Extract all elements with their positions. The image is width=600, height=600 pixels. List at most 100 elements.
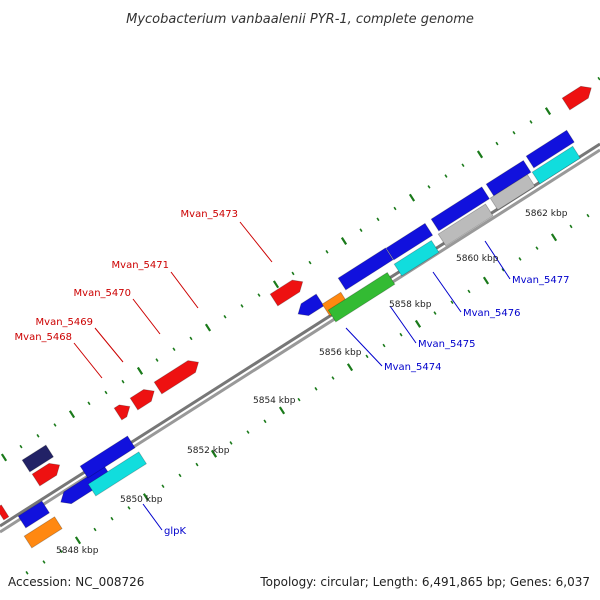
gene-feature-red-edge xyxy=(561,85,592,111)
scale-label-5860: 5860 kbp xyxy=(456,254,499,264)
gene-label-glpk[interactable]: glpK xyxy=(164,526,186,537)
gene-label-mvan-5474[interactable]: Mvan_5474 xyxy=(384,362,441,373)
gene-feature-mvan-5469 xyxy=(129,389,155,411)
gene-feature-red-edge-left xyxy=(0,504,10,521)
gene-label-mvan-5468[interactable]: Mvan_5468 xyxy=(15,332,72,343)
tick-mark xyxy=(53,423,57,427)
tick-mark xyxy=(25,571,29,575)
tick-mark xyxy=(340,237,348,245)
tick-mark xyxy=(427,185,431,189)
accession-text: Accession: NC_008726 xyxy=(8,575,144,589)
scale-label-5862: 5862 kbp xyxy=(525,209,568,219)
tick-mark xyxy=(569,224,573,229)
tick-mark xyxy=(365,354,369,359)
gene-feature-mvan-5476-blue xyxy=(430,186,490,232)
gene-feature-blue-848 xyxy=(17,500,50,529)
tick-mark xyxy=(246,430,250,434)
gene-feature-blue-852 xyxy=(60,465,113,505)
tick-mark xyxy=(142,493,150,502)
tick-mark xyxy=(229,441,233,445)
tick-mark xyxy=(586,213,590,218)
leader-mvan-5471 xyxy=(170,271,199,309)
tick-mark xyxy=(291,271,295,276)
gene-feature-mvan-5468 xyxy=(113,404,131,421)
tick-mark xyxy=(74,536,82,545)
tick-mark xyxy=(308,260,312,265)
tick-mark xyxy=(263,419,267,424)
gene-feature-mvan-5470 xyxy=(153,360,200,395)
tick-mark xyxy=(444,174,448,178)
tick-mark xyxy=(501,267,505,272)
tick-mark xyxy=(376,217,380,222)
tick-mark xyxy=(518,257,522,261)
gene-label-mvan-5473[interactable]: Mvan_5473 xyxy=(181,209,238,220)
gene-feature-blue-862 xyxy=(525,129,575,169)
tick-mark xyxy=(59,549,63,553)
tick-mark xyxy=(382,343,386,348)
tick-mark xyxy=(408,193,416,202)
gene-label-mvan-5476[interactable]: Mvan_5476 xyxy=(463,308,520,319)
tick-mark xyxy=(476,150,484,159)
tick-mark xyxy=(93,527,97,532)
gene-feature-mvan-5475-blue xyxy=(385,222,434,261)
tick-mark xyxy=(195,462,199,467)
tick-mark xyxy=(535,246,539,250)
tick-mark xyxy=(544,107,552,116)
tick-mark xyxy=(42,560,46,564)
tick-mark xyxy=(414,319,422,328)
tick-mark xyxy=(136,366,144,375)
tick-mark xyxy=(172,347,176,351)
leader-mvan-5476 xyxy=(432,271,462,313)
gene-label-mvan-5470[interactable]: Mvan_5470 xyxy=(74,288,131,299)
tick-mark xyxy=(331,376,335,380)
tick-mark xyxy=(0,453,8,462)
tick-mark xyxy=(87,401,91,406)
gene-label-mvan-5477[interactable]: Mvan_5477 xyxy=(512,275,569,286)
tick-mark xyxy=(155,358,159,362)
leader-mvan-5469 xyxy=(94,327,124,363)
gene-feature-navy-left xyxy=(21,444,54,473)
tick-mark xyxy=(257,293,261,297)
tick-mark xyxy=(495,141,499,146)
gene-feature-mvan-5474-blue xyxy=(337,247,394,291)
tick-mark xyxy=(529,120,533,124)
gene-feature-mvan-5473 xyxy=(269,279,304,307)
gene-feature-red-left xyxy=(31,462,61,487)
tick-mark xyxy=(450,300,454,305)
leader-mvan-5470 xyxy=(132,298,161,335)
scale-label-5858: 5858 kbp xyxy=(389,300,432,310)
gene-label-mvan-5475[interactable]: Mvan_5475 xyxy=(418,339,475,350)
tick-mark xyxy=(178,473,182,478)
leader-mvan-5473 xyxy=(239,221,273,263)
tick-mark xyxy=(110,516,114,521)
tick-mark xyxy=(104,390,108,395)
tick-mark xyxy=(240,304,244,308)
gene-label-mvan-5469[interactable]: Mvan_5469 xyxy=(36,317,93,328)
tick-mark xyxy=(161,484,165,489)
tick-mark xyxy=(399,332,403,337)
gene-label-mvan-5471[interactable]: Mvan_5471 xyxy=(112,260,169,271)
leader-glpk xyxy=(142,503,163,531)
leader-mvan-5477 xyxy=(484,240,511,280)
gene-feature-mvan-5475-cyan xyxy=(393,239,440,277)
gene-feature-blue-856 xyxy=(297,293,325,317)
gene-feature-glpk xyxy=(87,451,147,497)
tick-mark xyxy=(433,311,437,315)
tick-mark xyxy=(278,406,286,415)
tick-mark xyxy=(297,397,301,402)
genome-stats-text: Topology: circular; Length: 6,491,865 bp… xyxy=(259,575,590,589)
gene-labels: Mvan_5473 Mvan_5471 Mvan_5470 Mvan_5469 … xyxy=(15,209,570,537)
scale-label-5856: 5856 kbp xyxy=(319,348,362,358)
tick-mark xyxy=(359,228,363,232)
scale-label-5854: 5854 kbp xyxy=(253,396,296,406)
scale-label-5848: 5848 kbp xyxy=(56,546,99,556)
gene-feature-blue-852b xyxy=(79,435,136,479)
label-leader-lines xyxy=(73,221,511,531)
tick-mark xyxy=(121,379,125,384)
tick-mark xyxy=(189,336,193,341)
tick-mark xyxy=(36,434,40,438)
tick-marks xyxy=(0,76,600,575)
leader-mvan-5475 xyxy=(389,305,417,344)
tick-mark xyxy=(19,444,23,449)
tick-mark xyxy=(223,314,227,319)
